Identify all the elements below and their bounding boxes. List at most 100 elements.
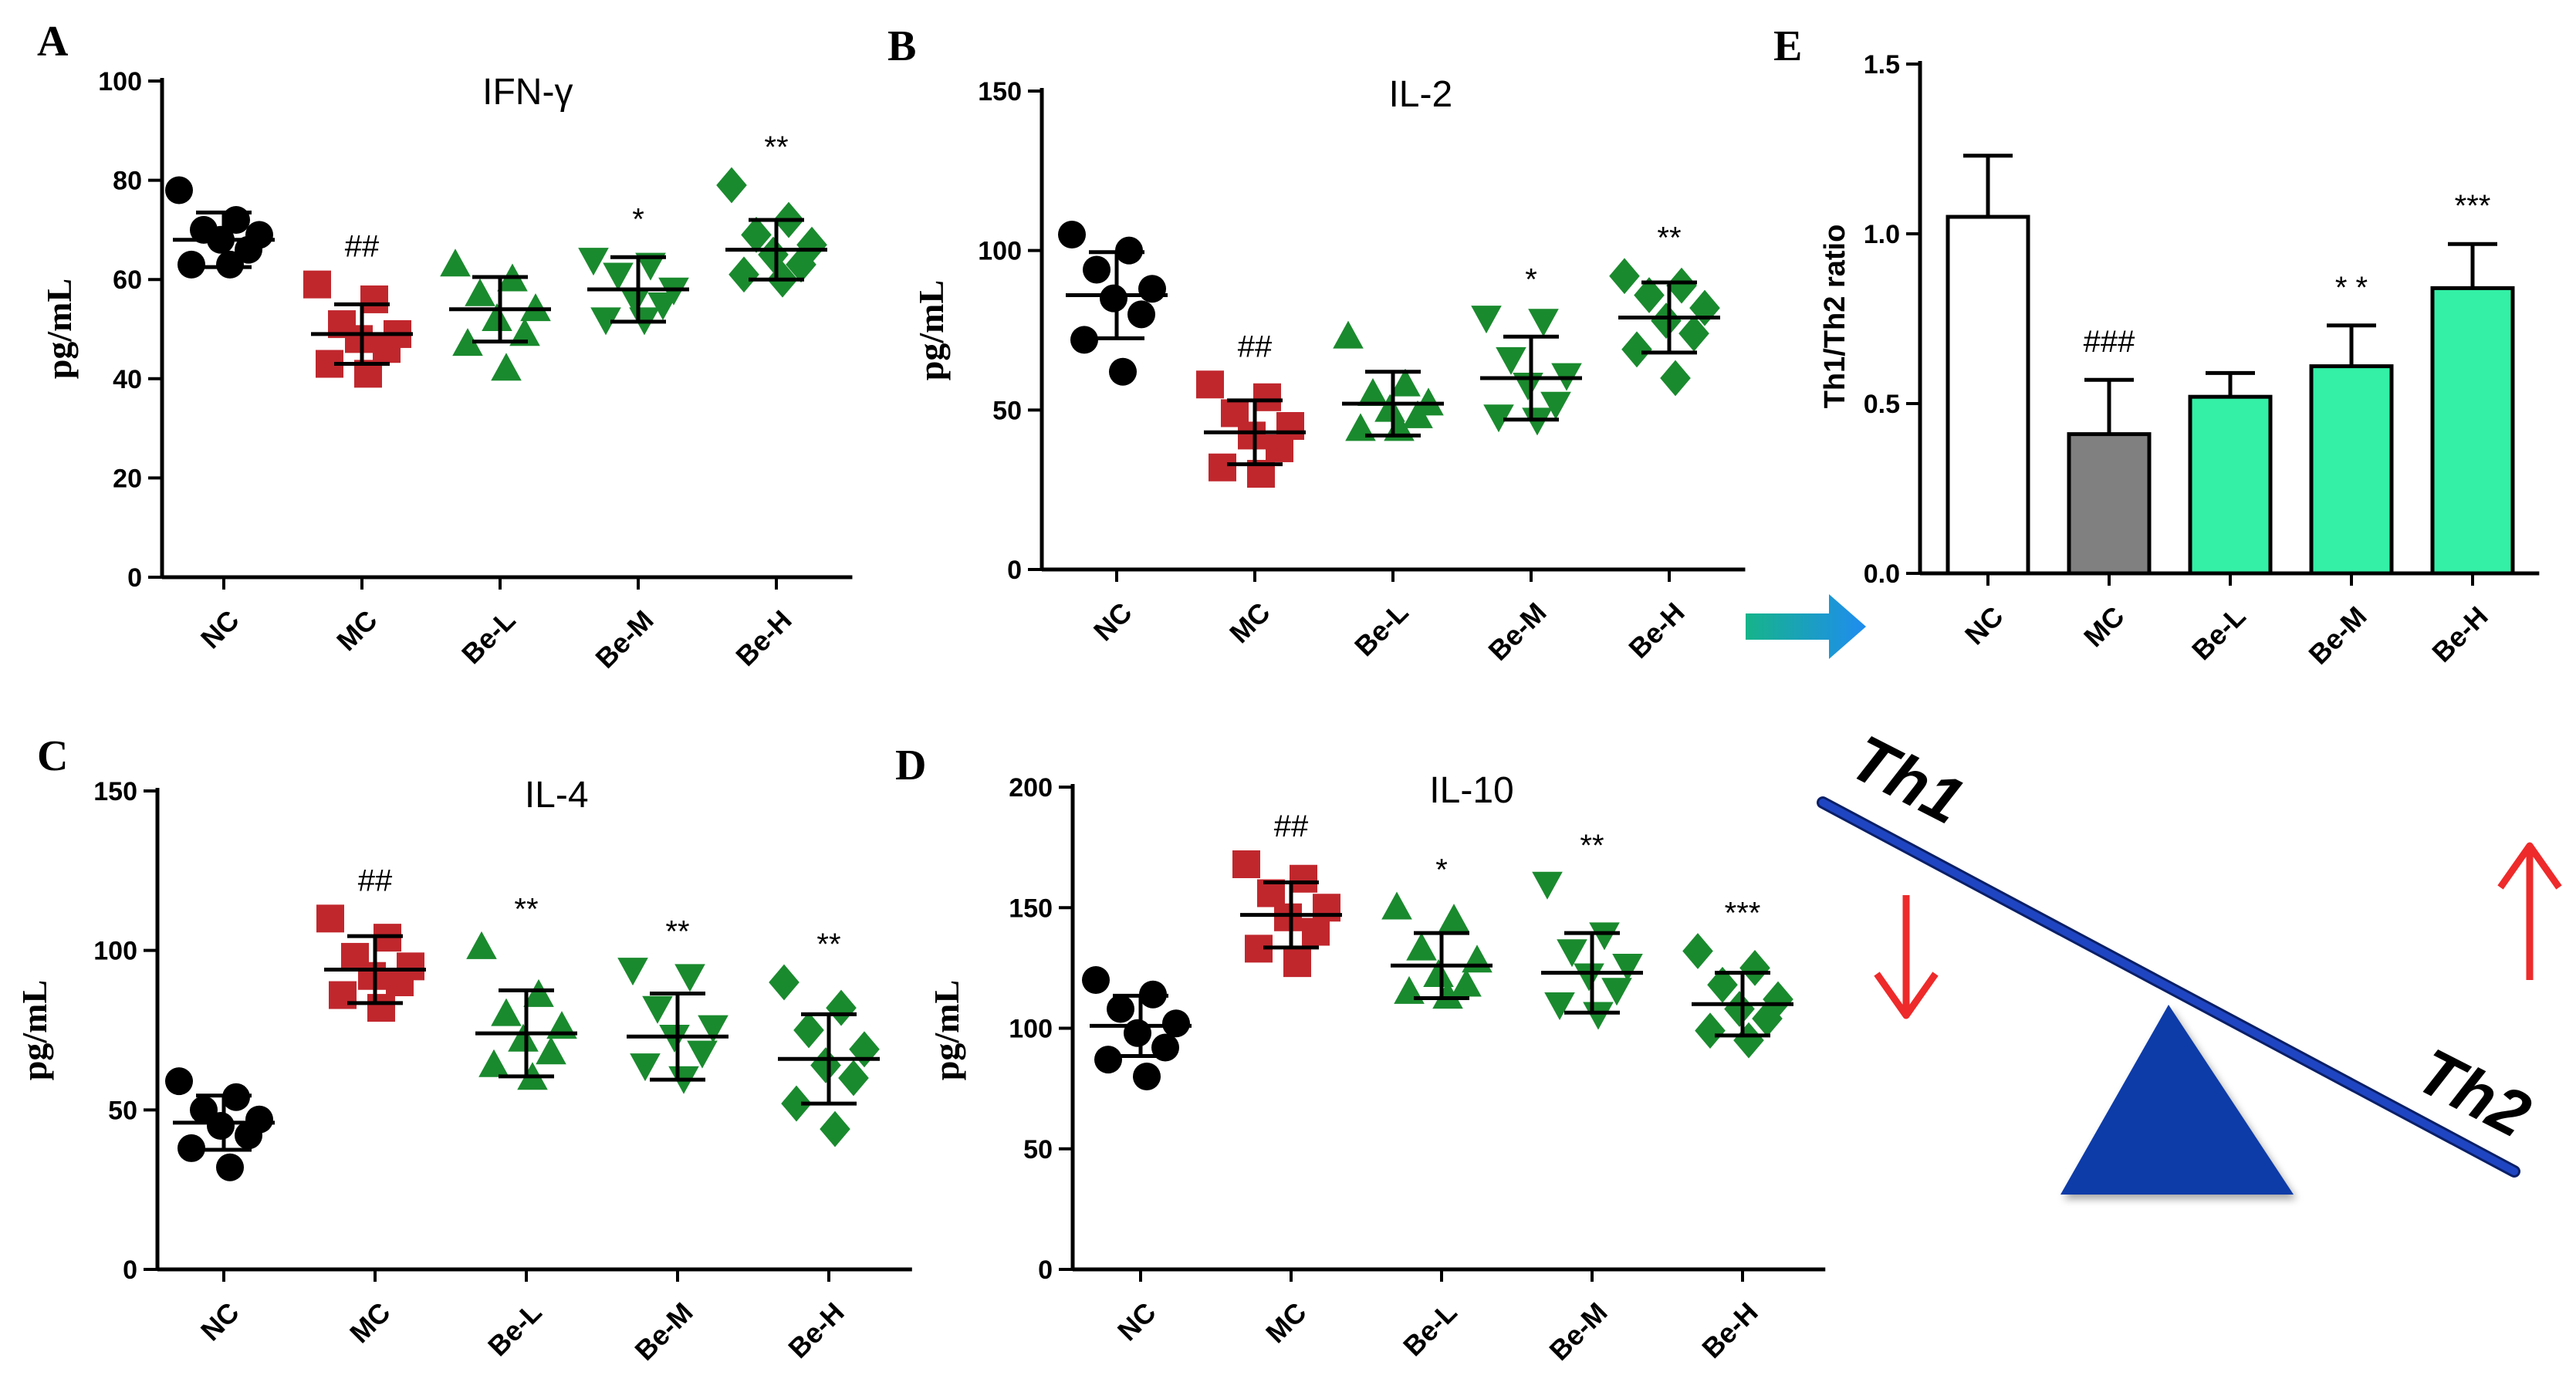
data-group-mc: ##: [316, 863, 426, 1022]
data-point: [207, 1112, 235, 1140]
data-point: [1374, 394, 1405, 422]
data-point: [1532, 871, 1563, 900]
data-point: [1496, 346, 1526, 375]
data-point: [1634, 277, 1665, 313]
panel-letter: D: [895, 742, 926, 789]
bar-group-be-l: [2188, 370, 2273, 576]
data-point: [603, 262, 634, 291]
data-point: [769, 964, 800, 1001]
significance-label: ##: [1274, 809, 1309, 843]
chart-panel-d: D IL-10 pg/mL 0 50 100 150 200 NC MC Be-L Be-M Be-H #…: [895, 742, 1826, 1367]
data-point: [1707, 966, 1738, 1003]
data-point: [1196, 370, 1224, 399]
data-point: [1162, 1009, 1190, 1038]
data-point: [1390, 368, 1421, 397]
data-point: [1752, 1000, 1783, 1037]
data-point: [536, 1036, 566, 1065]
data-point: [647, 292, 678, 321]
data-point: [1209, 453, 1236, 482]
chart-panel-c: C IL-4 pg/mL 0 50 100 150 NC MC Be-L Be-M Be-H ## ** *…: [15, 732, 912, 1367]
data-point: [1589, 922, 1620, 951]
x-tick-label: Be-H: [729, 604, 797, 672]
significance-label: ###: [2084, 325, 2135, 359]
data-point: [1574, 963, 1604, 992]
x-tick-label: NC: [1959, 600, 2010, 651]
data-point: [1266, 434, 1293, 462]
data-point: [452, 328, 483, 357]
chart-title: IL-10: [1429, 770, 1513, 811]
x-tick-label: NC: [1111, 1296, 1162, 1347]
y-tick-label: 150: [1009, 894, 1053, 923]
significance-label: ##: [345, 230, 380, 264]
data-point: [1253, 383, 1281, 411]
data-group-mc: ##: [1196, 330, 1306, 488]
data-point: [491, 353, 522, 381]
x-tick-label: MC: [1259, 1296, 1313, 1350]
data-point: [1621, 331, 1652, 368]
data-point: [1724, 991, 1755, 1027]
y-tick-label: 0: [127, 563, 142, 593]
data-point: [1678, 315, 1709, 352]
y-axis-label: pg/mL: [927, 980, 966, 1080]
data-point: [520, 293, 551, 322]
data-point: [523, 978, 554, 1007]
data-group-be-m: **: [617, 914, 729, 1094]
x-tick-label: NC: [1087, 596, 1138, 647]
data-point: [781, 1085, 812, 1122]
data-point: [1402, 400, 1433, 428]
data-point: [1313, 894, 1340, 922]
data-point: [1660, 360, 1691, 397]
data-group-be-l: [1333, 320, 1444, 441]
data-point: [1070, 326, 1098, 354]
bar-group-nc: [1946, 154, 2030, 576]
data-point: [590, 307, 621, 336]
data-point: [578, 248, 609, 276]
data-point: [1100, 284, 1127, 313]
data-point: [810, 1047, 841, 1083]
data-point: [1528, 309, 1559, 337]
data-point: [635, 252, 666, 281]
y-axis-label: pg/mL: [911, 280, 951, 380]
data-point: [826, 989, 857, 1026]
x-tick-label: Be-H: [1695, 1296, 1763, 1364]
x-tick-label: NC: [194, 604, 245, 655]
data-point: [698, 1015, 729, 1043]
x-tick-label: Be-H: [782, 1296, 850, 1364]
arrow-down-icon: [1874, 895, 1939, 1019]
chart-title: IL-4: [525, 775, 589, 816]
data-group-be-l: **: [466, 893, 577, 1090]
data-point: [1557, 939, 1587, 968]
data-point: [796, 226, 827, 263]
data-point: [466, 931, 497, 959]
y-tick-label: 20: [113, 464, 142, 493]
x-tick-label: MC: [2077, 600, 2131, 654]
data-point: [1733, 1022, 1764, 1059]
y-axis-label: Th1/Th2 ratio: [1819, 225, 1851, 409]
data-point: [1133, 1063, 1161, 1090]
data-point: [1609, 258, 1640, 295]
chart-panel-e: E Th1/Th2 ratio 0.0 0.5 1.0 1.5 NC MC Be-L Be-M Be…: [1773, 22, 2540, 671]
data-point: [1138, 275, 1166, 303]
seesaw-illustration: Th1 Th2: [1817, 721, 2562, 1195]
data-point: [741, 216, 772, 253]
y-tick-label: 0: [123, 1256, 137, 1285]
bar: [2309, 364, 2394, 576]
data-point: [1058, 221, 1086, 248]
data-point: [838, 1059, 869, 1097]
significance-label: **: [514, 893, 538, 927]
y-tick-label: 50: [1023, 1135, 1053, 1164]
data-point: [1333, 320, 1364, 349]
chart-panel-a: A IFN-γ pg/mL 0 20 40 60 80 100 NC MC Be-L Be-M Be-H #…: [37, 18, 853, 674]
y-tick-label: 100: [978, 237, 1022, 266]
data-group-be-l: [440, 248, 551, 381]
significance-label: **: [816, 928, 840, 961]
data-group-be-h: **: [769, 928, 880, 1147]
x-tick-label: Be-L: [1397, 1296, 1463, 1363]
data-group-mc: ##: [1232, 809, 1342, 978]
data-point: [508, 1023, 539, 1052]
data-point: [1423, 959, 1454, 988]
significance-label: *: [1435, 853, 1448, 887]
x-tick-label: Be-M: [628, 1296, 698, 1367]
panel-letter: E: [1773, 22, 1802, 70]
significance-label: ***: [2455, 189, 2491, 223]
